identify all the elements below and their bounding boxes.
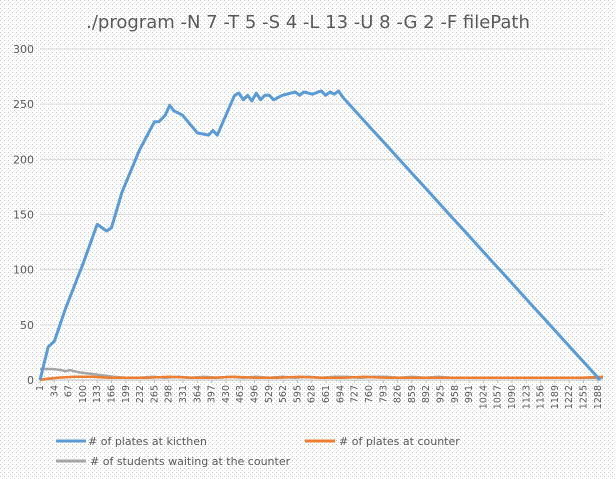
series-layer	[38, 89, 604, 382]
y-tick-label: 0	[27, 374, 34, 387]
y-axis-ticks: 0 50 100 150 200 250 300	[13, 43, 34, 387]
x-tick-label: 1255	[578, 385, 589, 409]
x-tick-label: 1222	[564, 385, 575, 409]
legend-item-students: # of students waiting at the counter	[56, 455, 291, 468]
legend-label-kitchen: # of plates at kicthen	[88, 435, 207, 448]
x-tick-label: 67	[64, 385, 75, 397]
y-tick-label: 300	[13, 43, 34, 56]
y-tick-label: 250	[13, 98, 34, 111]
x-tick-label: 1156	[536, 385, 547, 409]
series-line-counter	[39, 375, 604, 382]
x-tick-label: 595	[292, 385, 303, 403]
x-tick-label: 298	[164, 385, 175, 403]
x-tick-label: 1024	[478, 385, 489, 409]
y-tick-label: 100	[13, 264, 34, 277]
x-tick-label: 793	[378, 385, 389, 403]
x-tick-label: 397	[207, 385, 218, 403]
x-tick-label: 694	[335, 385, 346, 403]
x-tick-label: 100	[78, 385, 89, 403]
x-tick-label: 661	[321, 385, 332, 403]
x-tick-label: 430	[221, 385, 232, 403]
y-tick-label: 50	[20, 319, 34, 332]
x-tick-label: 232	[135, 385, 146, 403]
x-tick-label: 166	[107, 385, 118, 403]
x-tick-label: 529	[264, 385, 275, 403]
x-tick-label: 133	[92, 385, 103, 403]
series-line-kitchen	[38, 89, 602, 382]
legend-item-kitchen: # of plates at kicthen	[56, 435, 207, 448]
legend: # of plates at kicthen # of plates at co…	[56, 435, 460, 468]
x-axis-ticks: 1 34 67 100 133 166 199 232 265 298 331 364 397 430 46…	[35, 380, 604, 409]
x-tick-label: 1	[35, 385, 46, 391]
x-tick-label: 1057	[493, 385, 504, 409]
x-tick-label: 1090	[507, 385, 518, 409]
y-tick-label: 200	[13, 153, 34, 166]
y-tick-label: 150	[13, 209, 34, 222]
x-tick-label: 199	[121, 385, 132, 403]
chart-title: ./program -N 7 -T 5 -S 4 -L 13 -U 8 -G 2…	[86, 12, 530, 33]
x-tick-label: 34	[49, 385, 60, 397]
x-tick-label: 826	[393, 385, 404, 403]
x-tick-label: 562	[278, 385, 289, 403]
x-tick-label: 1123	[521, 385, 532, 409]
x-tick-label: 760	[364, 385, 375, 403]
x-tick-label: 628	[307, 385, 318, 403]
legend-label-students: # of students waiting at the counter	[90, 455, 291, 468]
x-tick-label: 727	[350, 385, 361, 403]
x-tick-label: 496	[250, 385, 261, 403]
x-tick-label: 1288	[593, 385, 604, 409]
x-tick-label: 463	[235, 385, 246, 403]
x-tick-label: 925	[435, 385, 446, 403]
gridlines	[40, 48, 603, 326]
x-tick-label: 958	[450, 385, 461, 403]
x-tick-label: 331	[178, 385, 189, 403]
legend-label-counter: # of plates at counter	[339, 435, 460, 448]
x-tick-label: 859	[407, 385, 418, 403]
legend-item-counter: # of plates at counter	[305, 435, 460, 448]
x-tick-label: 364	[192, 385, 203, 403]
x-tick-label: 1189	[550, 385, 561, 409]
x-tick-label: 991	[464, 385, 475, 403]
x-tick-label: 892	[421, 385, 432, 403]
x-tick-label: 265	[149, 385, 160, 403]
